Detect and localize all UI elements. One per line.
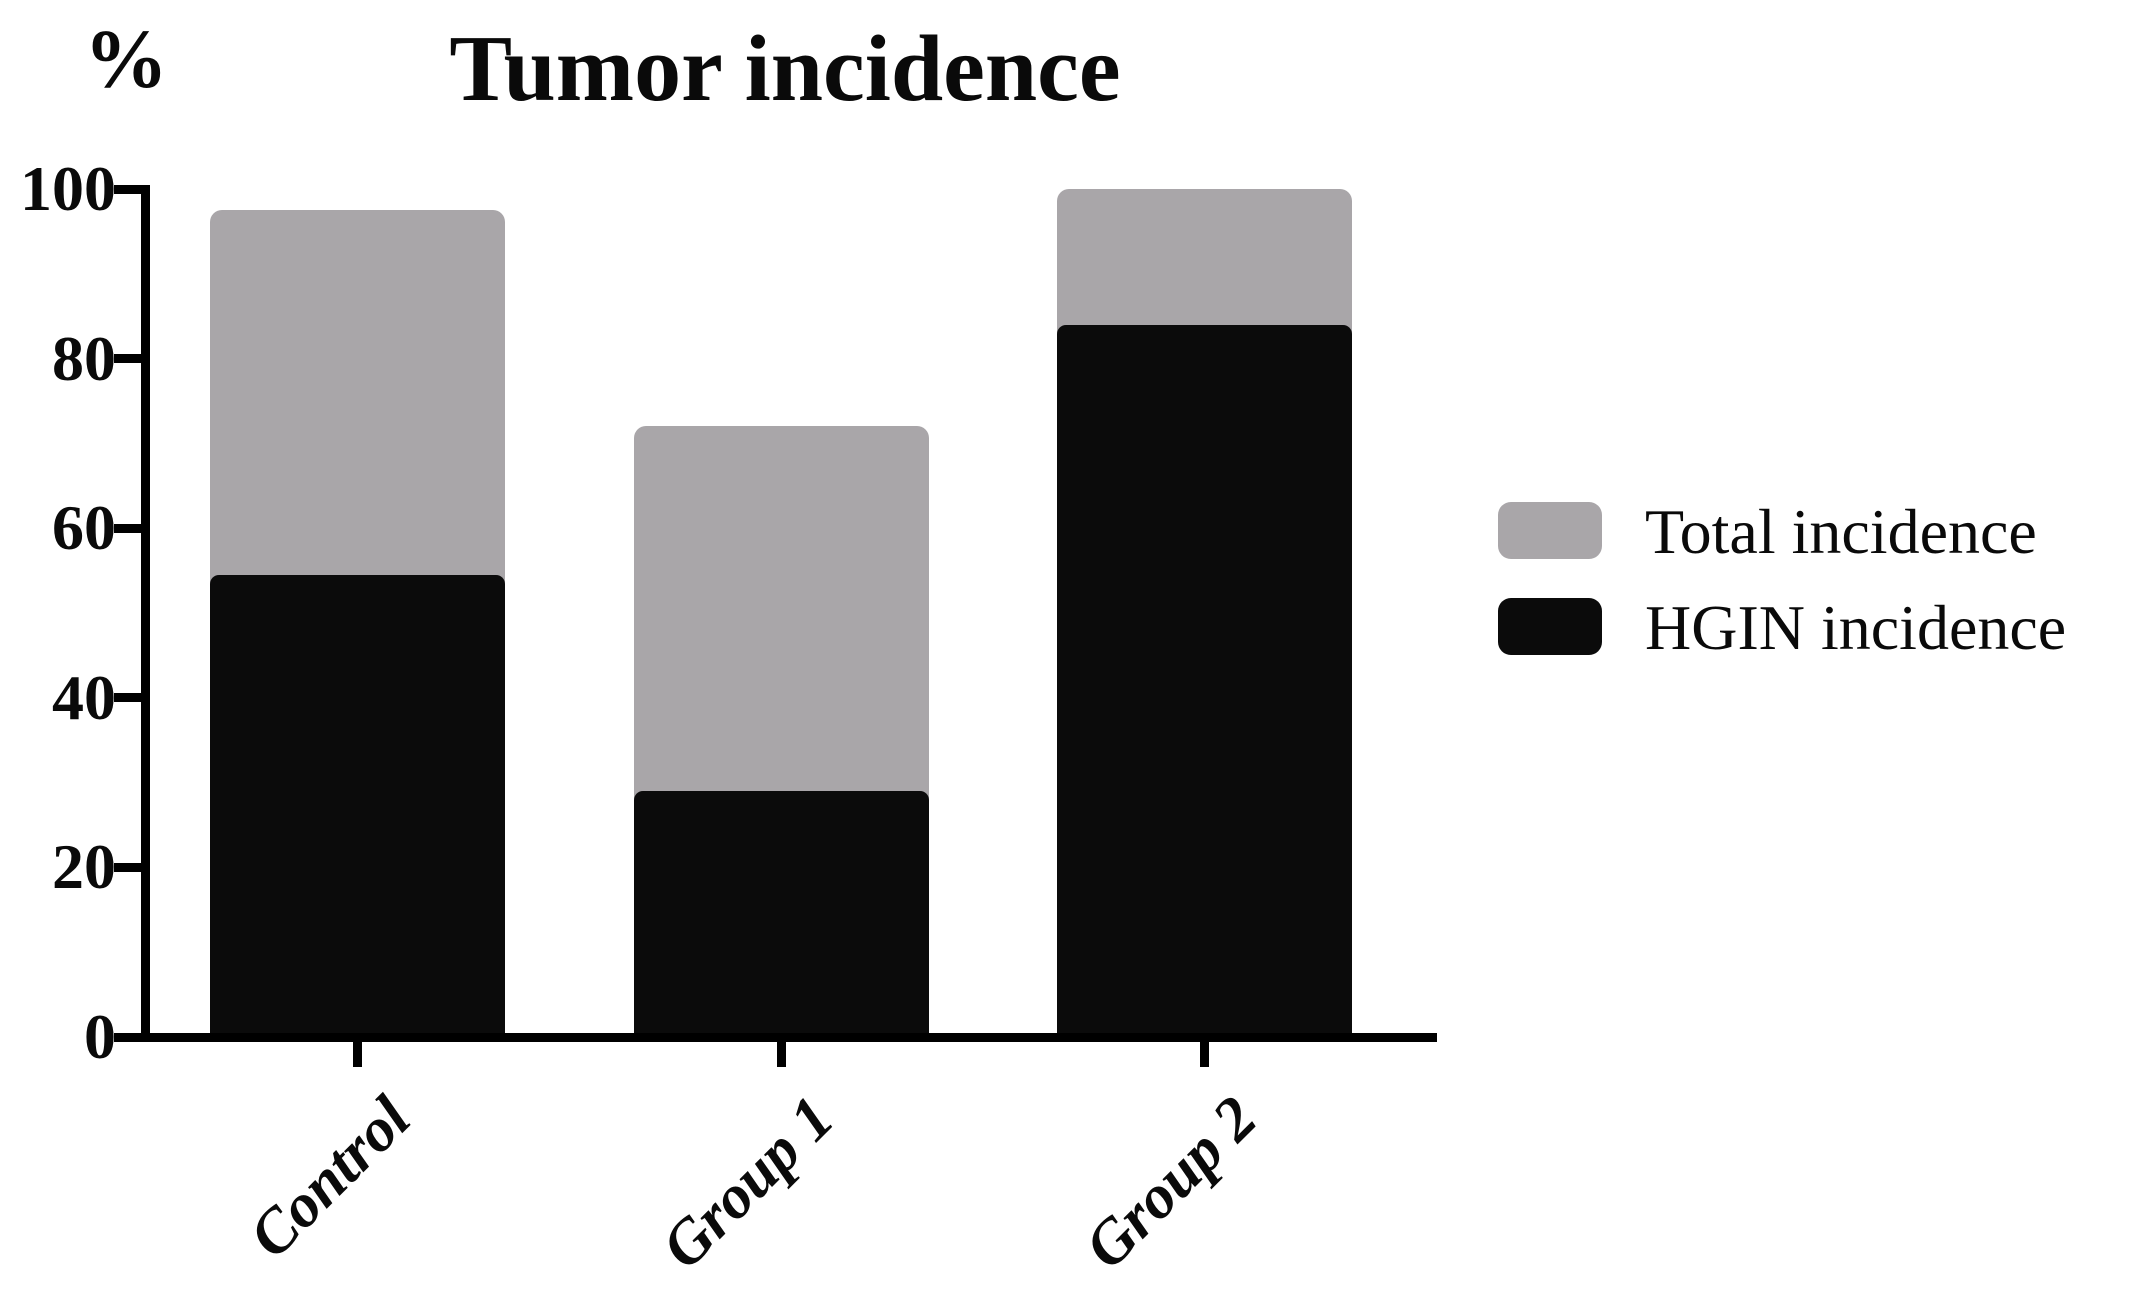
x-category-label-control: Control [235,1083,423,1271]
bar-hgin-incidence-control [209,574,505,1041]
x-tick [352,1041,362,1067]
y-tick-label: 40 [52,661,116,733]
y-axis-unit-label: % [84,13,168,106]
y-tick [114,693,141,703]
y-axis-line [141,185,150,1042]
x-category-label-group-2: Group 2 [1072,1083,1270,1282]
y-tick-label: 100 [20,153,116,224]
y-tick-label: 20 [52,831,116,903]
legend-label-hgin-incidence: HGIN incidence [1645,592,2067,663]
x-category-label-group-1: Group 1 [649,1083,847,1282]
x-tick [776,1041,786,1067]
y-tick [114,184,141,194]
bar-hgin-incidence-group-1 [633,791,929,1041]
y-tick [114,862,141,872]
y-tick-label: 80 [52,322,116,394]
y-tick [114,523,141,533]
y-tick [114,354,141,364]
bar-hgin-incidence-group-2 [1056,324,1352,1041]
x-axis-line [122,1033,1437,1042]
legend-swatch-total-incidence [1498,502,1602,559]
legend-label-total-incidence: Total incidence [1645,496,2037,567]
x-tick [1199,1041,1209,1067]
chart-title: Tumor incidence [449,17,1121,121]
legend-swatch-hgin-incidence [1498,598,1602,655]
y-tick-label: 60 [52,492,116,564]
y-tick-label: 0 [84,1001,116,1072]
